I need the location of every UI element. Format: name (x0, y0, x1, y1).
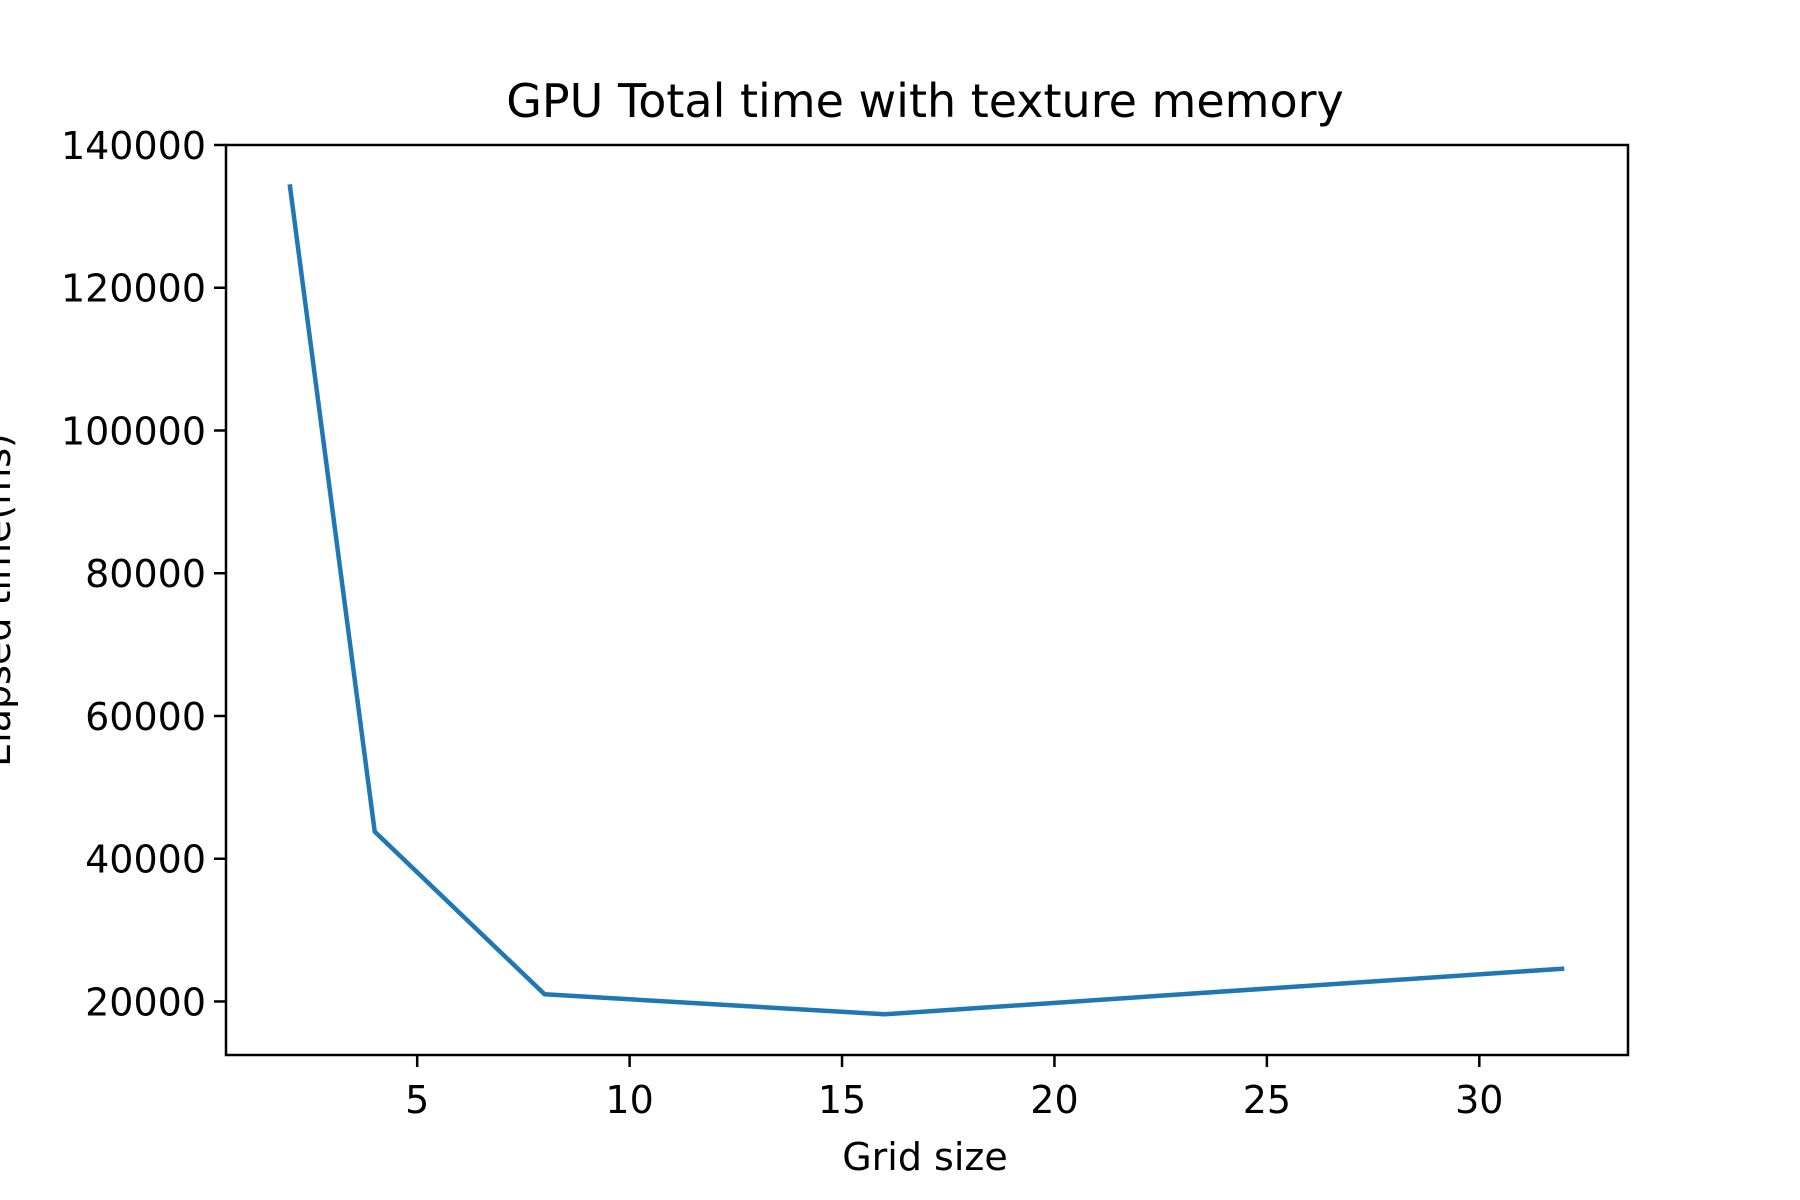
x-axis-ticks: 5 10 15 20 25 30 (405, 1055, 1503, 1122)
y-tick-label: 80000 (85, 552, 206, 596)
x-tick-label: 5 (405, 1078, 429, 1122)
y-axis-label: Elapsed time(ms) (0, 433, 19, 767)
y-tick-label: 20000 (85, 980, 206, 1024)
y-tick-label: 140000 (61, 124, 206, 168)
y-tick-label: 100000 (61, 409, 206, 453)
y-tick-label: 40000 (85, 838, 206, 882)
series-layer (287, 184, 1565, 1017)
x-tick-label: 20 (1030, 1078, 1078, 1122)
y-tick-label: 60000 (85, 695, 206, 739)
y-tick-label: 120000 (61, 267, 206, 311)
x-tick-label: 10 (605, 1078, 653, 1122)
x-axis-label: Grid size (842, 1135, 1008, 1179)
chart-title: GPU Total time with texture memory (506, 74, 1343, 128)
series-line (287, 184, 1565, 1017)
x-tick-label: 30 (1455, 1078, 1503, 1122)
plot-frame (224, 143, 1630, 1057)
y-axis-ticks: 20000 40000 60000 80000 100000 120000 140000 (61, 124, 226, 1024)
x-tick-label: 15 (818, 1078, 866, 1122)
x-tick-label: 25 (1243, 1078, 1291, 1122)
